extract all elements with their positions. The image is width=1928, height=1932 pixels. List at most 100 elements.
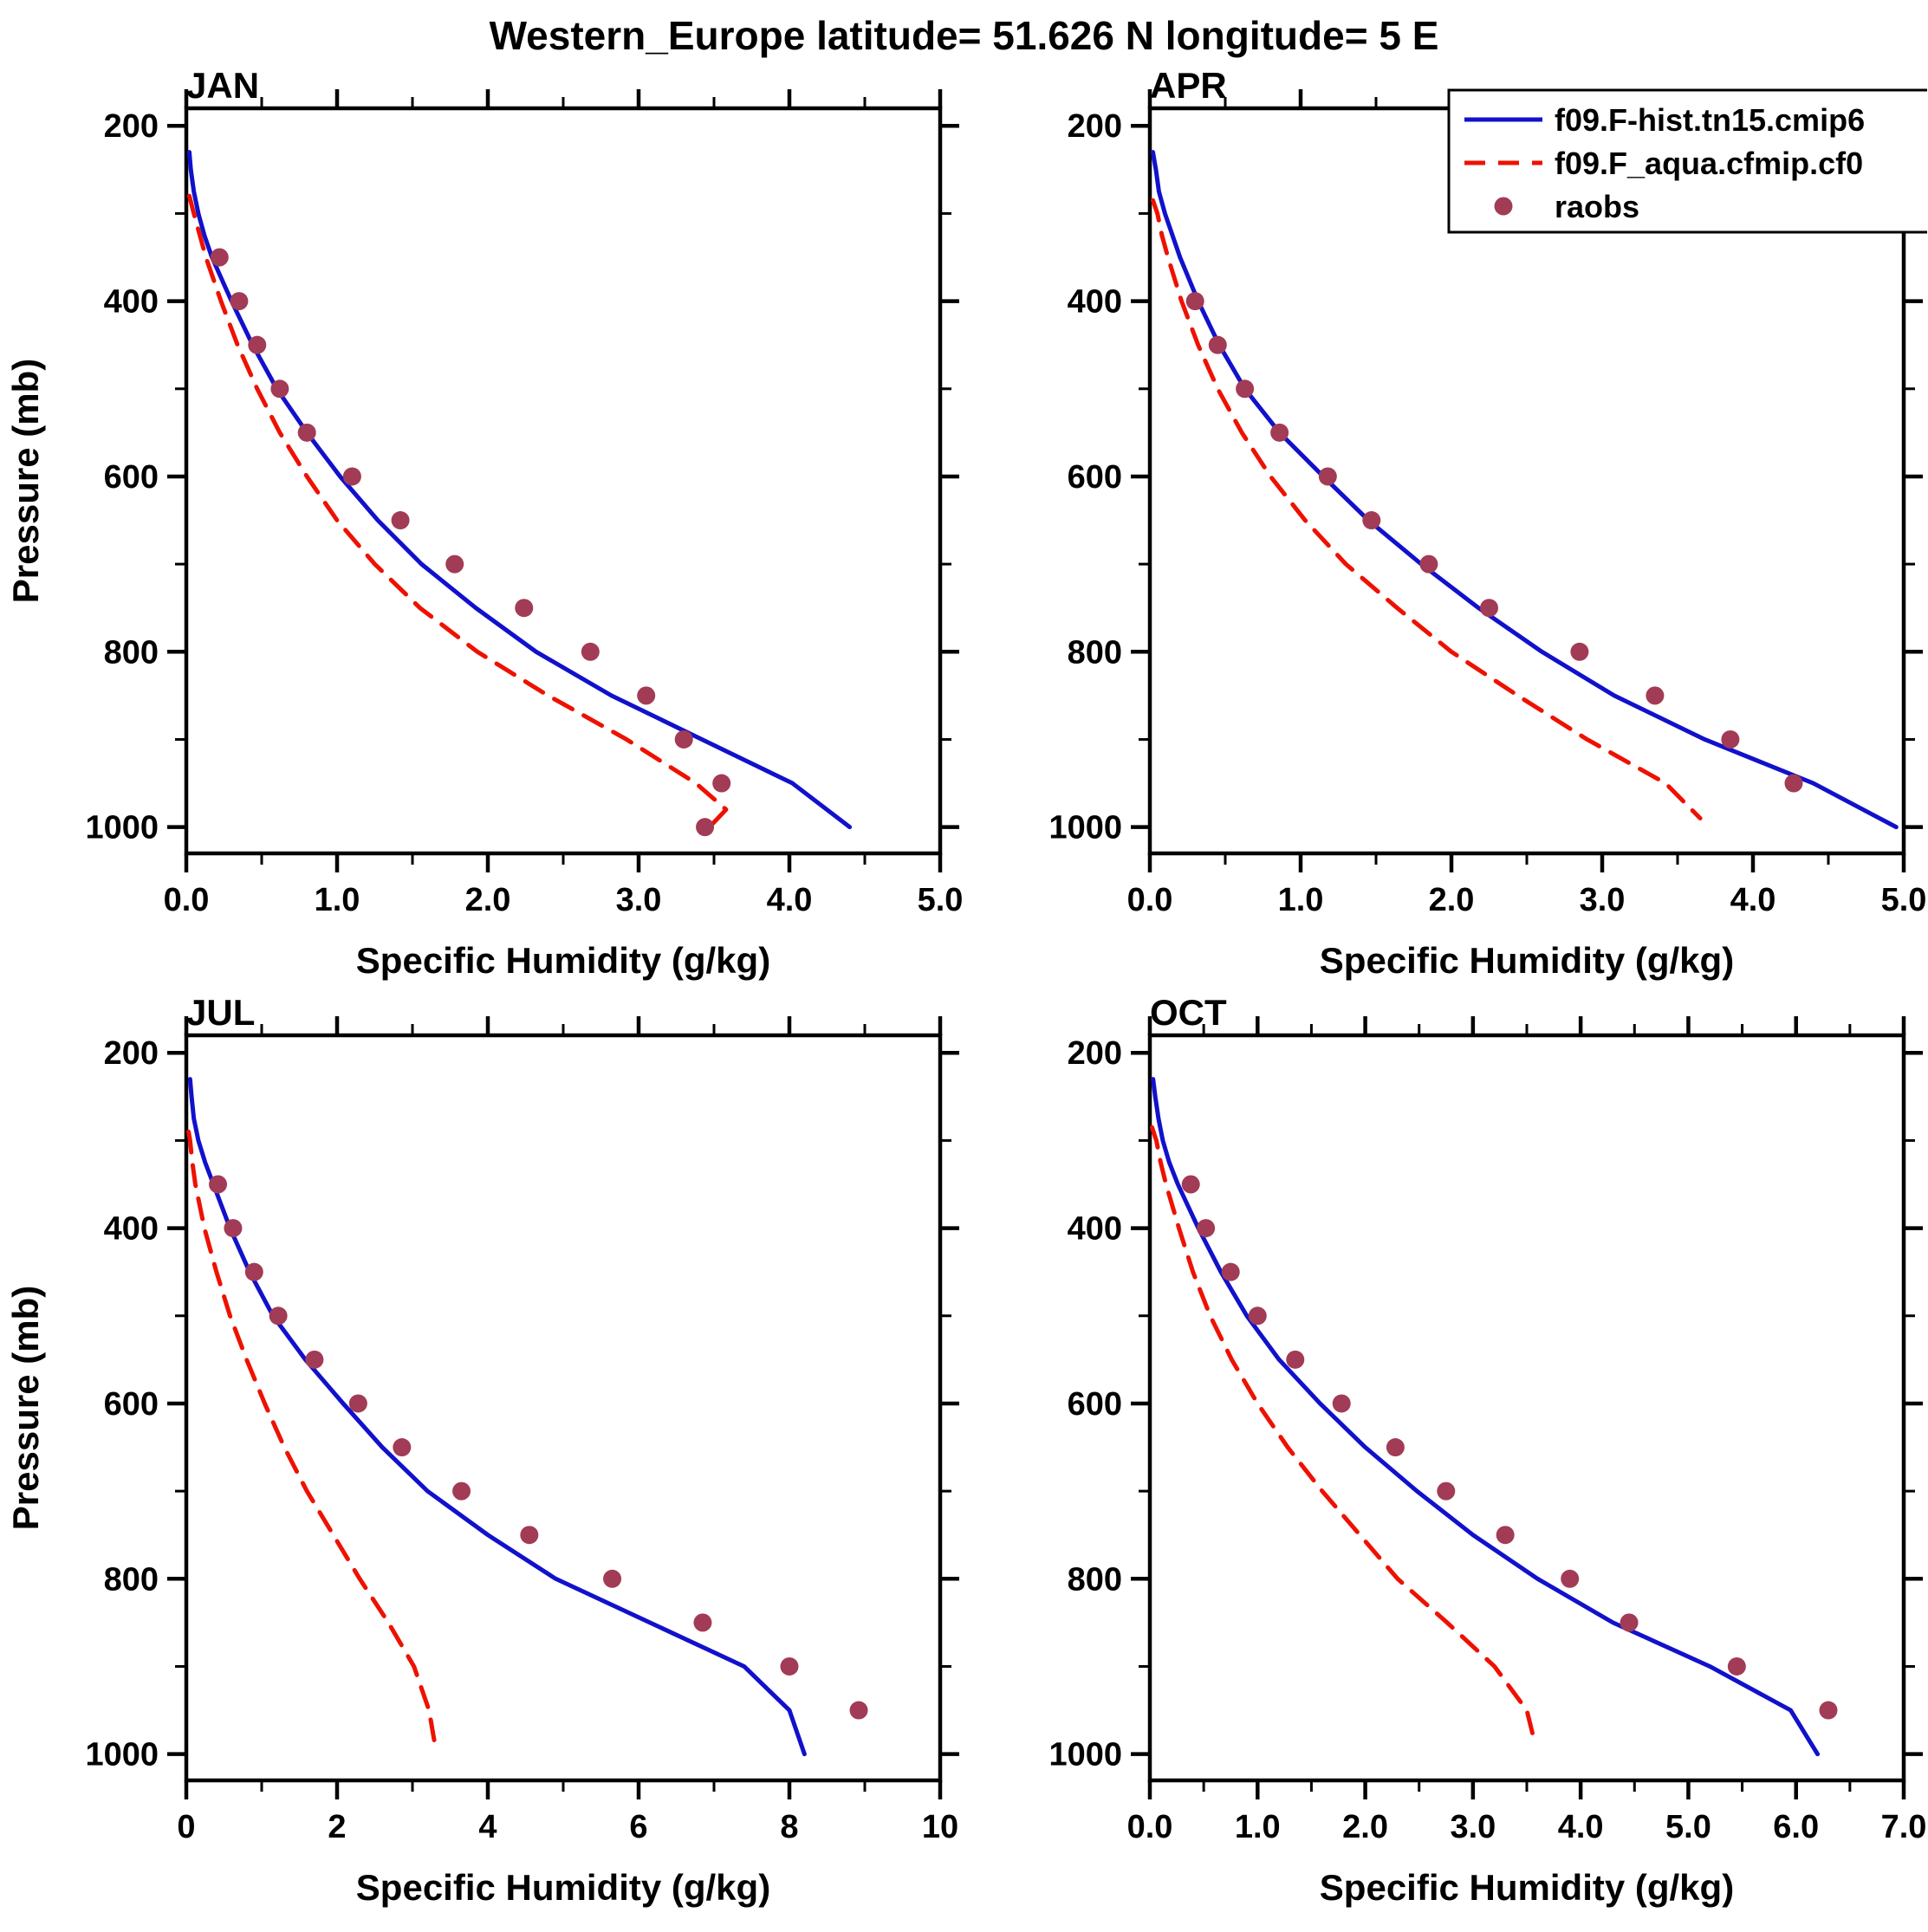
raobs-dot [1727,1656,1746,1676]
panel-apr: 200 400 600 800 1000 0.0 1.0 2.0 3.0 4.0 5.0 APR Spe… [964,61,1928,988]
x-tick-label: 6 [629,1809,647,1845]
plot-frame [184,106,943,856]
series-dashed [186,193,729,830]
x-axis-label: Specific Humidity (g/kg) [1320,1867,1734,1908]
x-tick-label: 4.0 [1730,882,1776,918]
x-axis-label: Specific Humidity (g/kg) [356,940,770,981]
raobs-dot [1318,467,1337,486]
raobs-dot [1332,1394,1351,1413]
raobs-dot [1221,1262,1240,1281]
y-tick-label: 800 [1068,634,1122,671]
x-axis-label: Specific Humidity (g/kg) [1320,940,1734,981]
y-tick-label: 400 [1068,284,1122,321]
y-tick-label: 400 [1068,1211,1122,1248]
y-tick-label: 1000 [85,810,159,846]
panel-jul: 200 400 600 800 1000 0 2 4 6 8 10 JUL Specific Humid… [0,988,964,1915]
y-tick-label: 200 [1068,108,1122,145]
raobs-dot [1480,599,1498,618]
x-tick-label: 0.0 [164,882,210,918]
y-tick-label: 600 [1068,459,1122,496]
x-tick-label: 1.0 [1278,882,1324,918]
x-tick-label: 2.0 [1342,1809,1388,1845]
raobs-dot [696,818,715,837]
legend-marker [1494,197,1513,216]
raobs-dot [849,1701,868,1720]
raobs-dot [244,1262,263,1281]
panel-label: JAN [186,65,259,106]
x-tick-label: 4.0 [1558,1809,1604,1845]
x-tick-label: 5.0 [918,882,964,918]
x-tick-label: 4.0 [767,882,813,918]
x-tick-label: 7.0 [1881,1809,1927,1845]
legend-label: f09.F_aqua.cfmip.cf0 [1555,146,1863,181]
x-tick-label: 4 [478,1809,497,1845]
raobs-dot [1819,1701,1838,1720]
raobs-dot [1646,686,1665,705]
raobs-dot [1248,1306,1267,1326]
legend-label: raobs [1555,189,1639,224]
y-tick-label: 800 [1068,1561,1122,1598]
raobs-dot [1386,1438,1405,1457]
raobs-dot [1362,511,1381,530]
y-tick-label: 400 [104,1211,159,1248]
x-tick-label: 2.0 [1429,882,1475,918]
panel-jan: 200 400 600 800 1000 0.0 1.0 2.0 3.0 4.0 5.0 JAN Spe… [0,61,964,988]
x-tick-label: 3.0 [1450,1809,1496,1845]
raobs-dot [1419,554,1438,574]
series-dashed [1149,1125,1538,1748]
raobs-dot [1270,423,1289,442]
x-tick-label: 6.0 [1773,1809,1819,1845]
raobs-dot [342,467,361,486]
y-tick-label: 400 [104,284,159,321]
y-tick-label: 1000 [85,1737,159,1773]
x-tick-label: 0 [177,1809,195,1845]
x-tick-label: 1.0 [1235,1809,1281,1845]
series-solid [1150,150,1899,830]
raobs-dot [270,379,289,399]
x-tick-label: 0.0 [1127,1809,1173,1845]
raobs-dot [1236,379,1255,399]
x-tick-label: 1.0 [315,882,360,918]
raobs-dot [248,335,267,354]
raobs-dot [780,1656,799,1676]
raobs-dot [520,1526,539,1545]
raobs-dot [1437,1481,1456,1501]
y-tick-label: 1000 [1048,810,1122,846]
raobs-dot [712,774,731,793]
raobs-dot [603,1569,622,1588]
y-tick-label: 600 [104,1386,159,1423]
plot-frame [184,1033,943,1783]
raobs-dot [1181,1175,1200,1194]
raobs-dot [210,248,229,267]
x-tick-label: 2 [328,1809,346,1845]
raobs-dot [1197,1219,1216,1238]
raobs-dot [1286,1350,1305,1369]
panel-label: JUL [186,992,255,1033]
series-solid [1151,1077,1821,1757]
raobs-dot [1185,292,1204,311]
raobs-dot [1208,335,1227,354]
raobs-dot [1784,774,1803,793]
raobs-dot [674,729,693,749]
y-tick-label: 200 [104,108,159,145]
raobs-dot [269,1306,288,1326]
raobs-dot [224,1219,243,1238]
raobs-dot [445,554,464,574]
x-tick-label: 2.0 [465,882,511,918]
raobs-dot [209,1175,228,1194]
raobs-dot [391,511,410,530]
x-tick-label: 8 [780,1809,798,1845]
raobs-dot [515,599,534,618]
panel-label: APR [1150,65,1227,106]
raobs-dot [581,642,600,661]
y-tick-label: 800 [104,634,159,671]
x-tick-label: 0.0 [1127,882,1173,918]
y-axis-label: Pressure (mb) [5,1286,46,1530]
raobs-dot [305,1350,324,1369]
panels-grid: 200 400 600 800 1000 0.0 1.0 2.0 3.0 4.0 5.0 JAN Spe… [0,61,1928,1915]
raobs-dot [1570,642,1589,661]
raobs-dot [393,1438,412,1457]
